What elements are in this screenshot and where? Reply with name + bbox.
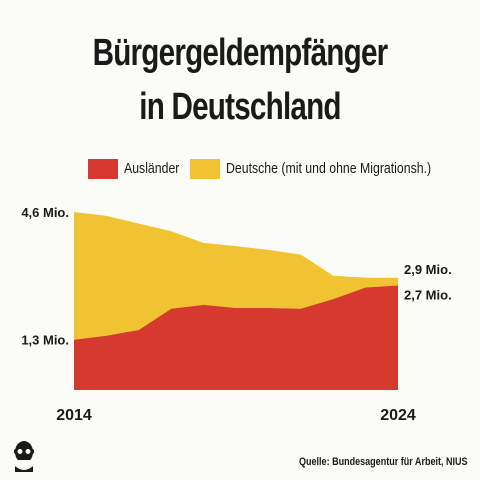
data-label-end-auslaender: 2,7 Mio. (404, 288, 452, 303)
legend-swatch-auslaender (88, 159, 118, 179)
source-note: Quelle: Bundesagentur für Arbeit, NIUS (299, 456, 468, 468)
data-label-end-total: 2,9 Mio. (404, 262, 452, 277)
legend-label-auslaender: Ausländer (124, 160, 180, 177)
data-label-start-total: 4,6 Mio. (21, 205, 69, 220)
legend-label-deutsche: Deutsche (mit und ohne Migrationsh.) (226, 160, 432, 177)
data-label-start-auslaender: 1,3 Mio. (21, 333, 69, 348)
area-series-auslaender (74, 285, 398, 390)
x-tick-label-start: 2014 (56, 407, 92, 424)
chart-title: Bürgergeldempfänger (92, 32, 389, 74)
nius-face-logo-icon (10, 436, 38, 472)
legend-swatch-deutsche (190, 159, 220, 179)
area-series-deutsche (74, 212, 398, 340)
chart-subtitle: in Deutschland (139, 86, 341, 128)
x-tick-label-end: 2024 (380, 407, 416, 424)
chart-legend: Ausländer Deutsche (mit und ohne Migrati… (0, 156, 480, 182)
